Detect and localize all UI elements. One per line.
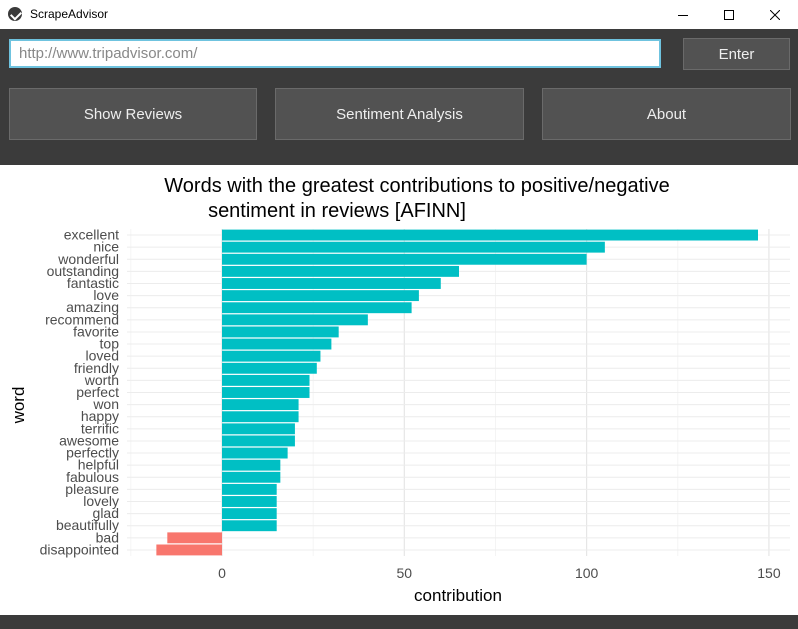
bar-amazing (222, 302, 412, 314)
x-tick-label: 150 (757, 565, 781, 581)
bar-love (222, 290, 419, 302)
sentiment-analysis-button[interactable]: Sentiment Analysis (275, 88, 524, 140)
y-tick-label: lovely (83, 493, 119, 509)
chart-title-line-2: sentiment in reviews [AFINN] (208, 200, 466, 222)
bar-helpful (222, 459, 281, 471)
y-tick-label: recommend (45, 311, 119, 327)
title-bar: ScrapeAdvisor (0, 0, 798, 29)
bar-loved (222, 350, 321, 362)
x-tick-label: 0 (218, 565, 226, 581)
chart-area: Words with the greatest contributions to… (0, 165, 798, 615)
app-logo-icon (8, 7, 22, 21)
bar-outstanding (222, 265, 460, 277)
bar-happy (222, 411, 299, 423)
y-tick-label: perfectly (66, 445, 119, 461)
bar-pleasure (222, 483, 277, 495)
y-axis-label: word (9, 387, 28, 425)
y-tick-label: nice (93, 239, 119, 255)
y-tick-label: happy (81, 408, 119, 424)
bar-terrific (222, 423, 295, 435)
bar-perfectly (222, 447, 288, 459)
about-button[interactable]: About (542, 88, 791, 140)
window-title: ScrapeAdvisor (30, 7, 109, 21)
y-tick-label: pleasure (65, 481, 119, 497)
bar-nice (222, 241, 605, 253)
y-tick-label: fantastic (67, 275, 119, 291)
x-axis-label: contribution (414, 586, 502, 605)
y-tick-label: helpful (78, 457, 119, 473)
sentiment-chart: Words with the greatest contributions to… (9, 175, 790, 605)
bar-glad (222, 508, 277, 520)
y-tick-label: perfect (76, 384, 119, 400)
show-reviews-button[interactable]: Show Reviews (9, 88, 257, 140)
minimize-icon (678, 14, 688, 16)
y-tick-label: wonderful (57, 251, 119, 267)
y-tick-label: glad (93, 505, 119, 521)
bar-wonderful (222, 253, 587, 265)
bar-top (222, 338, 332, 350)
close-icon (770, 9, 780, 20)
y-tick-label: amazing (66, 299, 119, 315)
y-tick-label: worth (84, 372, 119, 388)
y-tick-label: top (100, 336, 120, 352)
y-tick-label: fabulous (66, 469, 119, 485)
url-input[interactable] (9, 39, 661, 68)
bottom-bar (0, 615, 798, 629)
y-tick-label: won (92, 396, 119, 412)
bar-perfect (222, 387, 310, 398)
y-tick-label: friendly (74, 360, 119, 376)
bar-favorite (222, 326, 339, 338)
close-button[interactable] (752, 0, 798, 29)
bar-recommend (222, 314, 368, 326)
maximize-icon (724, 9, 734, 20)
bar-friendly (222, 362, 317, 374)
y-tick-label: loved (86, 348, 119, 364)
bar-fantastic (222, 278, 441, 289)
bar-beautifully (222, 520, 277, 532)
bar-lovely (222, 496, 277, 507)
y-tick-label: awesome (59, 432, 119, 448)
toolbar: Enter Show Reviews Sentiment Analysis Ab… (0, 29, 798, 165)
bar-excellent (222, 229, 758, 241)
y-tick-label: bad (96, 529, 119, 545)
x-tick-label: 100 (575, 565, 599, 581)
bar-disappointed (156, 544, 222, 556)
bar-fabulous (222, 471, 281, 483)
y-tick-label: favorite (73, 323, 119, 339)
bar-awesome (222, 435, 295, 447)
y-tick-label: love (93, 287, 119, 303)
y-tick-label: excellent (64, 227, 119, 243)
y-tick-label: disappointed (40, 541, 119, 557)
enter-button[interactable]: Enter (683, 38, 790, 70)
y-tick-label: terrific (81, 420, 119, 436)
y-tick-label: outstanding (47, 263, 119, 279)
bar-worth (222, 374, 310, 386)
bar-bad (167, 532, 222, 544)
chart-title-line-1: Words with the greatest contributions to… (164, 175, 669, 197)
bar-won (222, 399, 299, 411)
maximize-button[interactable] (706, 0, 752, 29)
x-tick-label: 50 (397, 565, 413, 581)
minimize-button[interactable] (660, 0, 706, 29)
y-tick-label: beautifully (56, 517, 119, 533)
